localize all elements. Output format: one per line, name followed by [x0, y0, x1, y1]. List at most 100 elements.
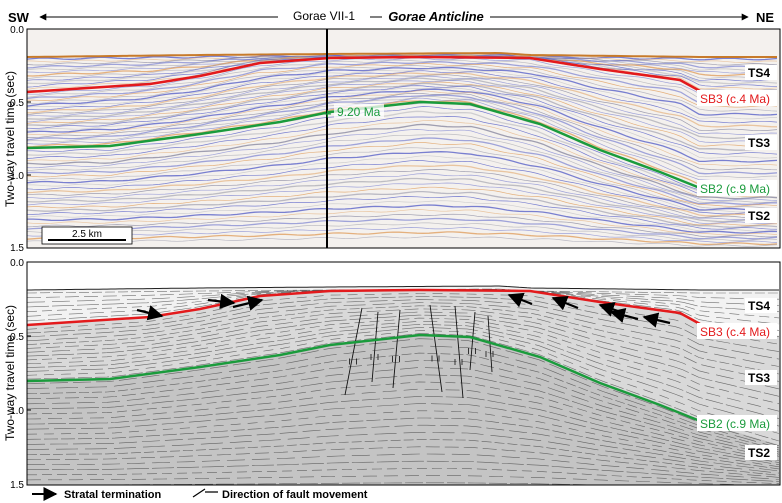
seismic-reflector	[27, 65, 778, 112]
fault-line	[344, 307, 363, 396]
ts3-label-bottom: TS3	[748, 371, 770, 385]
structure-label: Gorae Anticline	[388, 9, 484, 24]
stratal-line	[27, 374, 780, 457]
sb2-horizon-bottom	[27, 333, 701, 423]
seismic-reflector	[27, 155, 778, 213]
seismic-reflector	[27, 106, 778, 192]
seismic-reflector	[27, 182, 778, 224]
stratal-line	[27, 333, 780, 442]
interpretation-panel: TS4 SB3 (c.4 Ma) TS3 SB2 (c.9 Ma) TS2	[26, 261, 781, 486]
stratal-line	[27, 388, 780, 461]
sw-label: SW	[8, 10, 30, 25]
y-axis-label-top: Two-way travel time (sec)	[3, 71, 17, 207]
stratal-termination-arrows	[136, 292, 671, 328]
seismic-reflector	[27, 119, 778, 198]
legend: Stratal termination Direction of fault m…	[32, 487, 368, 501]
ts2-label-bg	[745, 208, 777, 223]
seismic-reflector	[27, 164, 778, 217]
sb3-label-top: SB3 (c.4 Ma)	[700, 92, 770, 106]
seismic-reflector	[27, 169, 778, 219]
seismic-reflector	[27, 227, 778, 243]
stratal-line	[27, 338, 780, 447]
seismic-reflector	[27, 81, 778, 147]
seismic-reflector	[27, 59, 778, 100]
stratal-line	[27, 446, 780, 478]
seismic-reflector	[27, 80, 778, 143]
stratal-line	[27, 323, 780, 419]
seismic-reflector	[27, 61, 778, 104]
stratal-line	[27, 367, 780, 455]
fault-line	[429, 304, 443, 393]
ne-label: NE	[756, 10, 774, 25]
tick-bottom-3: 1.5	[10, 480, 24, 491]
sb2-label-top: SB2 (c.9 Ma)	[700, 182, 770, 196]
structure-label-bg	[382, 8, 490, 24]
stratal-line	[27, 327, 780, 427]
seismic-reflector	[27, 177, 778, 223]
seismic-reflector	[27, 200, 778, 232]
stratal-line	[27, 345, 780, 449]
seismic-reflector	[27, 151, 778, 211]
seismic-reflector	[27, 63, 778, 108]
stratal-line	[27, 359, 780, 453]
stratal-line	[27, 417, 780, 470]
seismic-reflector	[27, 75, 778, 135]
seismic-reflector	[27, 100, 778, 187]
tick-top-2: 1.0	[10, 171, 24, 182]
sb3-label-bg-top	[697, 90, 777, 106]
seismic-reflector	[27, 87, 778, 159]
seismic-reflector	[27, 129, 778, 201]
seismic-reflector	[27, 82, 778, 151]
tick-top-3: 1.5	[10, 243, 24, 254]
sb2-label-bg-bottom	[697, 415, 777, 431]
seismic-reflector	[27, 92, 778, 171]
sb2-horizon-top	[27, 100, 701, 190]
stratal-line	[27, 460, 780, 482]
stratal-line	[27, 410, 780, 468]
stratal-termination-arrow	[551, 295, 579, 311]
age-marker-cross: +	[323, 106, 332, 123]
seismic-reflector	[27, 54, 778, 77]
direction-header: SW NE Gorae VII-1 Gorae Anticline	[8, 8, 774, 25]
sb3-label-bg-bottom	[697, 323, 777, 339]
seismic-reflector	[27, 133, 778, 203]
seismic-reflector	[27, 196, 777, 230]
stratal-line	[27, 432, 780, 474]
fault-movement-symbol	[349, 358, 357, 365]
fault-set	[344, 304, 494, 399]
tick-bottom-0: 0.0	[10, 258, 24, 269]
stratal-line	[27, 453, 780, 480]
scale-bar-label: 2.5 km	[72, 229, 102, 240]
seabed-reflector	[27, 51, 777, 58]
seismic-reflector	[27, 70, 778, 124]
stratal-line	[27, 381, 780, 459]
seismic-reflectors	[27, 51, 778, 247]
stratal-line	[27, 424, 780, 472]
stratal-line	[27, 352, 780, 451]
stratal-termination-arrow	[642, 312, 671, 328]
tick-top-1: 0.5	[10, 98, 24, 109]
legend-stratal-label: Stratal termination	[64, 489, 161, 501]
stratal-termination-arrow	[207, 293, 236, 310]
stratal-line	[27, 320, 780, 412]
tick-top-0: 0.0	[10, 25, 24, 36]
stratal-termination-arrow	[136, 305, 164, 321]
sb3-horizon-top	[27, 55, 701, 94]
stratal-line	[27, 468, 780, 484]
stratal-line	[27, 299, 780, 360]
stratal-line	[27, 317, 780, 405]
stratal-line	[27, 302, 780, 367]
sb2-label-bottom: SB2 (c.9 Ma)	[700, 417, 770, 431]
fault-line	[454, 305, 464, 399]
seismic-reflector	[27, 88, 778, 163]
legend-fault-symbol	[192, 488, 218, 498]
ts4-label-bg-bottom	[745, 298, 777, 313]
seismic-reflector	[27, 77, 778, 140]
age-marker-bg	[334, 104, 384, 118]
ts4-label-bottom: TS4	[748, 299, 770, 313]
ts3-fill	[27, 290, 780, 445]
age-marker-label: 9.20 Ma	[337, 105, 381, 119]
stratal-termination-arrow	[232, 295, 264, 311]
seismic-reflector	[27, 160, 778, 215]
